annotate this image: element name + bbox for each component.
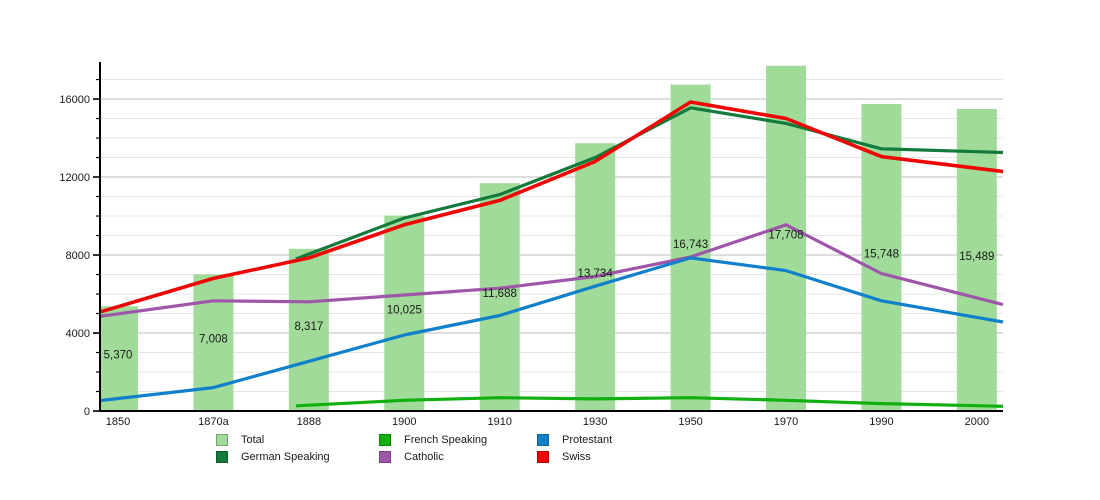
bar-1850 — [100, 306, 138, 411]
bar-label-1990: 15,748 — [864, 248, 899, 260]
bar-label-1870a: 7,008 — [199, 334, 228, 346]
y-tick-label: 8000 — [66, 250, 90, 262]
x-tick-label-2000: 2000 — [965, 416, 989, 428]
bar-label-1970: 17,708 — [768, 229, 803, 241]
y-tick-label: 12000 — [59, 172, 90, 184]
bar-2000 — [956, 109, 997, 412]
line-catholic — [100, 223, 1004, 318]
x-tick-label-1950: 1950 — [678, 416, 702, 428]
bar-label-1910: 11,688 — [483, 288, 517, 300]
x-tick-label-1870a: 1870a — [198, 416, 229, 428]
y-tick-label: 0 — [84, 406, 90, 418]
y-axis-labels: 0 4000 8000 12000 16000 — [59, 94, 90, 418]
bars — [100, 65, 997, 412]
bar-value-labels: 5,370 7,008 8,317 10,025 11,688 13,734 16,743 1… — [104, 229, 995, 361]
bar-1950 — [670, 84, 711, 412]
bar-1910 — [479, 183, 520, 411]
bar-label-1900: 10,025 — [387, 304, 422, 316]
bar-label-2000: 15,489 — [959, 251, 994, 263]
bar-1888 — [288, 248, 329, 411]
axes — [93, 62, 1003, 412]
line-swiss — [100, 100, 1004, 314]
x-tick-label-1888: 1888 — [297, 416, 321, 428]
x-tick-label-1900: 1900 — [392, 416, 416, 428]
line-protestant — [100, 256, 1004, 403]
x-tick-label-1850: 1850 — [106, 416, 130, 428]
x-tick-label-1970: 1970 — [774, 416, 798, 428]
y-tick-label: 4000 — [66, 328, 90, 340]
bar-label-1850: 5,370 — [104, 350, 133, 362]
x-axis-labels: 1850 1870a 1888 1900 1910 1930 1950 1970 1990 200… — [106, 416, 989, 428]
gridlines — [101, 79, 1003, 393]
y-tick-label: 16000 — [59, 94, 90, 106]
x-tick-label-1990: 1990 — [869, 416, 893, 428]
bar-1900 — [384, 215, 425, 411]
line-french-speaking — [295, 396, 1004, 408]
bar-label-1888: 8,317 — [294, 321, 323, 333]
bar-label-1930: 13,734 — [578, 268, 614, 280]
line-series — [100, 100, 1004, 408]
x-tick-label-1910: 1910 — [487, 416, 511, 428]
x-tick-label-1930: 1930 — [583, 416, 607, 428]
bar-label-1950: 16,743 — [673, 239, 708, 251]
